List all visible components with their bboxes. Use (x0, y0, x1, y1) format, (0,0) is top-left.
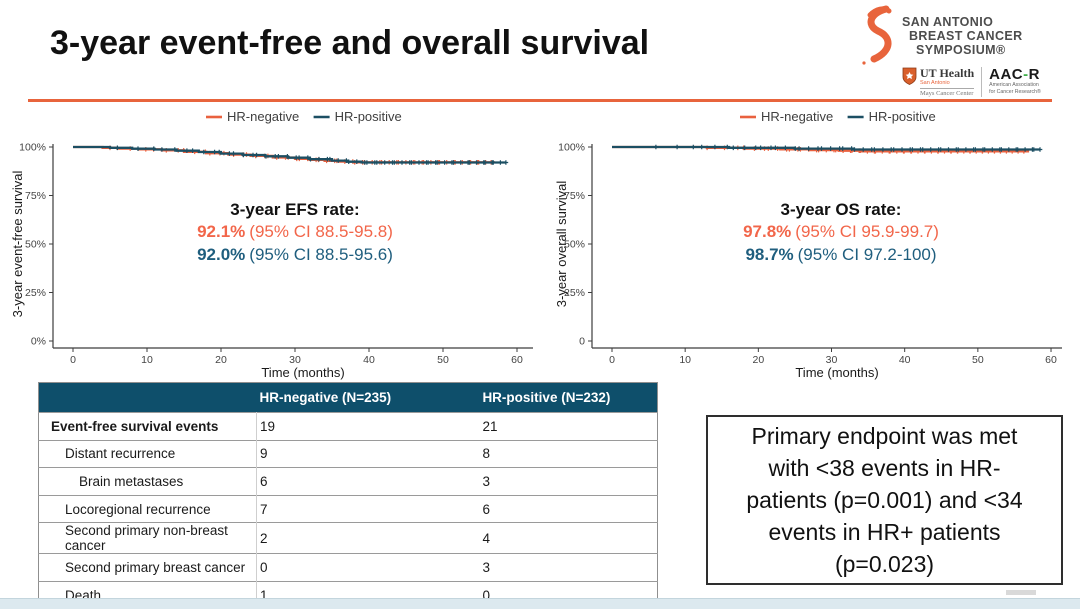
event-label: Second primary breast cancer (38, 553, 257, 582)
efs-rate-annotation: 3-year EFS rate: 92.1% (95% CI 88.5-95.8)… (140, 199, 450, 266)
event-label: Locoregional recurrence (38, 494, 257, 523)
aacr-logo: AAC-R American Association for Cancer Re… (982, 67, 1041, 95)
os-rate-hr-negative: 97.8% (95% CI 95.9-99.7) (743, 222, 939, 242)
y-axis-label: 3-year event-free survival (10, 171, 25, 318)
legend-label: HR-positive (869, 109, 936, 124)
logo-line-1: SAN ANTONIO (902, 15, 994, 29)
sabcs-ribbon-icon (862, 5, 892, 65)
censor-marks-hr-positive (115, 145, 509, 165)
slide-bottom-bar (0, 598, 1080, 609)
hr-negative-value: 2 (256, 522, 480, 554)
hr-positive-value: 3 (479, 553, 658, 582)
table-row: Locoregional recurrence 7 6 (38, 494, 658, 523)
events-table-header-1: HR-negative (N=235) (256, 382, 480, 413)
efs-rate-title: 3-year EFS rate: (230, 200, 360, 219)
aacr-subtext-1: American Association (989, 82, 1039, 88)
endpoint-text-line: patients (p=0.001) and <34 (746, 486, 1023, 513)
sabcs-logo: SAN ANTONIO BREAST CANCER SYMPOSIUM® UT … (856, 5, 1068, 97)
hr-negative-value: 7 (256, 494, 480, 523)
hr-negative-value: 0 (256, 553, 480, 582)
x-tick-label: 50 (972, 354, 984, 366)
y-tick-label: 0 (579, 336, 585, 348)
aacr-subtext-2: for Cancer Research® (989, 88, 1041, 95)
ut-health-logo: UT Health San Antonio Mays Cancer Center (902, 66, 983, 97)
x-tick-label: 60 (1045, 354, 1057, 366)
ut-health-city: San Antonio (920, 80, 950, 86)
censor-marks-hr-positive (653, 144, 1043, 152)
y-tick-label: 50% (25, 239, 46, 251)
x-tick-label: 10 (679, 354, 691, 366)
ut-health-shield-icon (902, 67, 917, 85)
os-rate-title: 3-year OS rate: (780, 200, 902, 219)
legend-label: HR-negative (761, 109, 833, 124)
y-tick-label: 50% (564, 239, 585, 251)
efs-rate-hr-positive: 92.0% (95% CI 88.5-95.6) (197, 244, 393, 264)
events-table-header-row: HR-negative (N=235) HR-positive (N=232) (38, 382, 658, 413)
y-tick-label: 75% (25, 190, 46, 202)
y-tick-label: 25% (25, 287, 46, 299)
events-table: HR-negative (N=235) HR-positive (N=232) E… (38, 382, 658, 609)
legend-label: HR-negative (227, 109, 299, 124)
event-label: Second primary non-breast cancer (38, 522, 257, 554)
logo-line-2: BREAST CANCER (909, 29, 1023, 43)
hr-positive-value: 4 (479, 522, 658, 554)
hr-negative-value: 9 (256, 439, 480, 468)
table-row: Second primary breast cancer 0 3 (38, 553, 658, 582)
events-table-header-0 (38, 382, 257, 413)
primary-endpoint-box: Primary endpoint was met with <38 events … (706, 415, 1063, 585)
y-tick-label: 0% (31, 336, 46, 348)
os-rate-annotation: 3-year OS rate: 97.8% (95% CI 95.9-99.7) … (686, 199, 996, 266)
event-label: Event-free survival events (38, 412, 257, 441)
x-tick-label: 40 (899, 354, 911, 366)
x-axis-label: Time (months) (795, 365, 878, 380)
x-tick-label: 40 (363, 354, 375, 366)
hr-positive-value: 8 (479, 439, 658, 468)
legend-label: HR-positive (335, 109, 402, 124)
y-tick-label: 75% (564, 190, 585, 202)
x-tick-label: 20 (752, 354, 764, 366)
y-tick-label: 100% (19, 142, 46, 154)
event-label: Distant recurrence (38, 439, 257, 468)
page-title: 3-year event-free and overall survival (50, 24, 650, 62)
y-tick-label: 25% (564, 287, 585, 299)
hr-negative-value: 6 (256, 467, 480, 496)
slide-number-watermark (1006, 590, 1036, 595)
endpoint-text-line: (p=0.023) (834, 551, 935, 578)
endpoint-text-line: events in HR+ patients (768, 519, 1001, 546)
endpoint-text-line: Primary endpoint was met (751, 422, 1018, 449)
x-axis-label: Time (months) (261, 365, 344, 380)
title-divider (28, 99, 1052, 102)
x-tick-label: 50 (437, 354, 449, 366)
x-tick-label: 10 (141, 354, 153, 366)
table-row: Event-free survival events 19 21 (38, 412, 658, 441)
hr-positive-value: 3 (479, 467, 658, 496)
x-tick-label: 0 (70, 354, 76, 366)
events-table-header-2: HR-positive (N=232) (479, 382, 658, 413)
os-rate-hr-positive: 98.7% (95% CI 97.2-100) (745, 244, 937, 264)
efs-rate-hr-negative: 92.1% (95% CI 88.5-95.8) (197, 222, 393, 242)
efs-survival-chart: 0 10 20 30 40 50 60 0% 25% 50% 75% 100% Time (months… (10, 109, 533, 380)
x-tick-label: 60 (511, 354, 523, 366)
y-tick-label: 100% (558, 142, 585, 154)
table-row: Second primary non-breast cancer 2 4 (38, 522, 658, 554)
x-tick-label: 20 (215, 354, 227, 366)
event-label: Brain metastases (38, 467, 257, 496)
sabcs-logo-text: SAN ANTONIO BREAST CANCER SYMPOSIUM® (902, 15, 1023, 57)
aacr-wordmark: AAC-R (989, 66, 1040, 83)
y-axis-label: 3-year overall survival (554, 181, 569, 308)
os-survival-chart: 0 10 20 30 40 50 60 0 25% 50% 75% 100% Time (months)… (554, 109, 1062, 380)
table-row: Distant recurrence 9 8 (38, 439, 658, 468)
logo-line-3: SYMPOSIUM® (916, 43, 1006, 57)
mays-cancer-center-label: Mays Cancer Center (920, 88, 975, 97)
x-tick-label: 30 (289, 354, 301, 366)
ut-health-label: UT Health (920, 66, 975, 80)
hr-negative-value: 19 (256, 412, 480, 441)
endpoint-text-line: with <38 events in HR- (768, 454, 1001, 481)
x-tick-label: 0 (609, 354, 615, 366)
x-tick-label: 30 (826, 354, 838, 366)
hr-positive-value: 21 (479, 412, 658, 441)
hr-positive-value: 6 (479, 494, 658, 523)
table-row: Brain metastases 6 3 (38, 467, 658, 496)
